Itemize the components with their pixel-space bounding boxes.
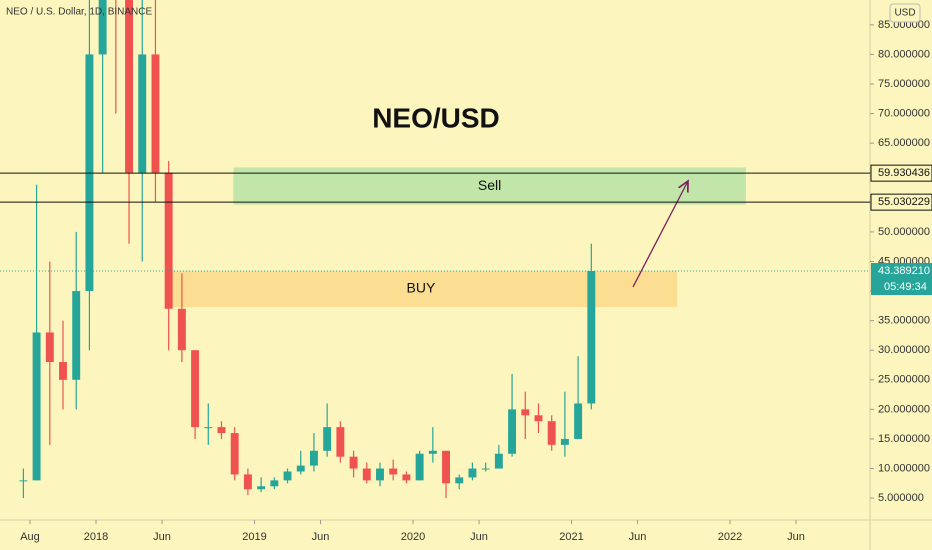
x-tick-label: 2022: [718, 531, 742, 543]
candle-body: [442, 450, 450, 484]
candle-body: [138, 54, 147, 173]
candle-body: [177, 308, 186, 351]
y-tick-label: 80.000000: [878, 48, 930, 60]
candle-body: [336, 427, 345, 457]
candle-body: [283, 471, 292, 481]
candle-body: [243, 474, 252, 490]
y-tick-label: 10.000000: [878, 462, 930, 474]
candle-body: [98, 0, 107, 55]
chart-title: NEO / U.S. Dollar, 1D, BINANCE: [6, 7, 152, 18]
candle-body: [521, 409, 530, 416]
y-tick-label: 65.000000: [878, 137, 930, 149]
candle-body: [362, 468, 371, 481]
candle-body: [230, 433, 239, 475]
candle-body: [415, 453, 424, 481]
currency[interactable]: USD: [894, 8, 915, 19]
candle-body: [494, 453, 503, 469]
candle-body: [547, 421, 556, 445]
y-tick-label: 5.000000: [878, 492, 924, 504]
candle-body: [309, 450, 318, 466]
candle-body: [257, 486, 266, 490]
y-tick-label: 75.000000: [878, 78, 930, 90]
y-tick-label: 35.000000: [878, 315, 930, 327]
x-tick-label: 2020: [401, 531, 425, 543]
price-box: [870, 193, 932, 211]
x-tick-label: 2018: [84, 531, 108, 543]
candle-body: [204, 427, 213, 429]
candle-body: [296, 465, 305, 472]
candle-body: [125, 0, 134, 173]
candle-body: [151, 54, 160, 173]
x-tick-label: Aug: [20, 531, 40, 543]
candle-body: [349, 456, 358, 469]
candle-body: [376, 468, 384, 481]
y-tick-label: 70.000000: [878, 107, 930, 119]
candle-body: [59, 362, 67, 380]
x-tick-label: Jun: [629, 531, 647, 543]
candle-body: [481, 468, 490, 470]
y-tick-label: 25.000000: [878, 374, 930, 386]
candle-body: [455, 477, 464, 484]
x-tick-label: Jun: [787, 531, 805, 543]
currency-box[interactable]: [889, 3, 921, 23]
arrow: [632, 181, 688, 288]
x-tick-label: 2021: [559, 531, 583, 543]
candle-body: [402, 474, 411, 481]
candle-body: [45, 332, 54, 363]
price-label: 59.930436: [878, 167, 930, 179]
candle-body: [468, 468, 477, 478]
candle-body: [428, 450, 437, 454]
countdown: 05:49:34: [884, 281, 927, 293]
candle-body: [574, 403, 583, 439]
x-tick-label: 2019: [242, 531, 266, 543]
candle-body: [72, 291, 81, 380]
candle-body: [32, 332, 41, 481]
candle-body: [19, 480, 28, 482]
candle-body: [164, 172, 173, 309]
candle-body: [508, 409, 517, 454]
y-tick-label: 15.000000: [878, 433, 930, 445]
candle-body: [560, 438, 569, 445]
candle-body: [534, 415, 543, 422]
x-tick-label: Jun: [153, 531, 171, 543]
y-tick-label: 30.000000: [878, 344, 930, 356]
candle-body: [191, 350, 200, 428]
candle-body: [389, 468, 398, 475]
last-price-label: 43.389210: [878, 265, 930, 277]
price-labels: 59.930436 55.030229 43.389210 05:49:34: [870, 164, 932, 296]
x-tick-label: Jun: [312, 531, 330, 543]
y-tick-label: 20.000000: [878, 403, 930, 415]
candle-body: [587, 271, 596, 404]
candle-body: [270, 480, 279, 487]
price-label: 55.030229: [878, 196, 930, 208]
x-tick-label: Jun: [470, 531, 488, 543]
price-box: [870, 164, 932, 182]
zone-label: BUY: [407, 280, 436, 296]
zone-label: Sell: [478, 177, 501, 193]
headline: NEO/USD: [372, 102, 500, 133]
last-price-box: [871, 263, 932, 296]
candle-body: [217, 427, 226, 434]
y-tick-label: 50.000000: [878, 226, 930, 238]
candle-body: [323, 427, 332, 451]
